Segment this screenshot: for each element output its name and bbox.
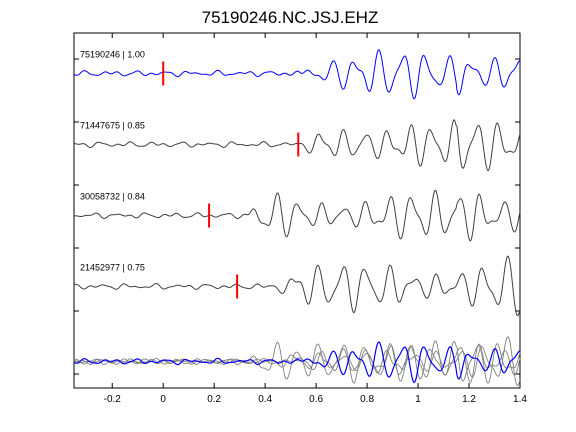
x-tick-label: 1 — [415, 394, 421, 405]
trace-label: 21452977 | 0.75 — [80, 263, 145, 273]
x-tick-label: 0.8 — [360, 394, 374, 405]
traces — [73, 49, 521, 317]
stacked-trace-line — [73, 340, 521, 383]
trace-line — [73, 255, 521, 317]
chart-title: 75190246.NC.JSJ.EHZ — [202, 8, 379, 27]
x-tick-label: 0 — [160, 394, 166, 405]
trace-labels: 75190246 | 1.00 71447675 | 0.85 30058732 |… — [80, 50, 145, 273]
trace-label: 30058732 | 0.84 — [80, 192, 145, 202]
trace-line — [73, 49, 521, 100]
stacked-trace-line — [73, 341, 521, 384]
x-axis: -0.2 0 0.2 0.4 0.6 0.8 1 1.2 1.4 — [104, 33, 527, 405]
x-tick-label: 1.2 — [462, 394, 476, 405]
x-tick-label: 1.4 — [513, 394, 527, 405]
y-axis — [74, 58, 520, 375]
x-tick-label: 0.4 — [258, 394, 272, 405]
trace-line — [73, 189, 521, 242]
trace-label: 75190246 | 1.00 — [80, 50, 145, 60]
plot-frame — [73, 32, 521, 389]
x-tick-label: 0.6 — [309, 394, 323, 405]
x-tick-label: -0.2 — [104, 394, 122, 405]
x-tick-label: 0.2 — [207, 394, 221, 405]
trace-line — [73, 118, 521, 172]
trace-label: 71447675 | 0.85 — [80, 121, 145, 131]
stacked-traces — [73, 336, 521, 386]
